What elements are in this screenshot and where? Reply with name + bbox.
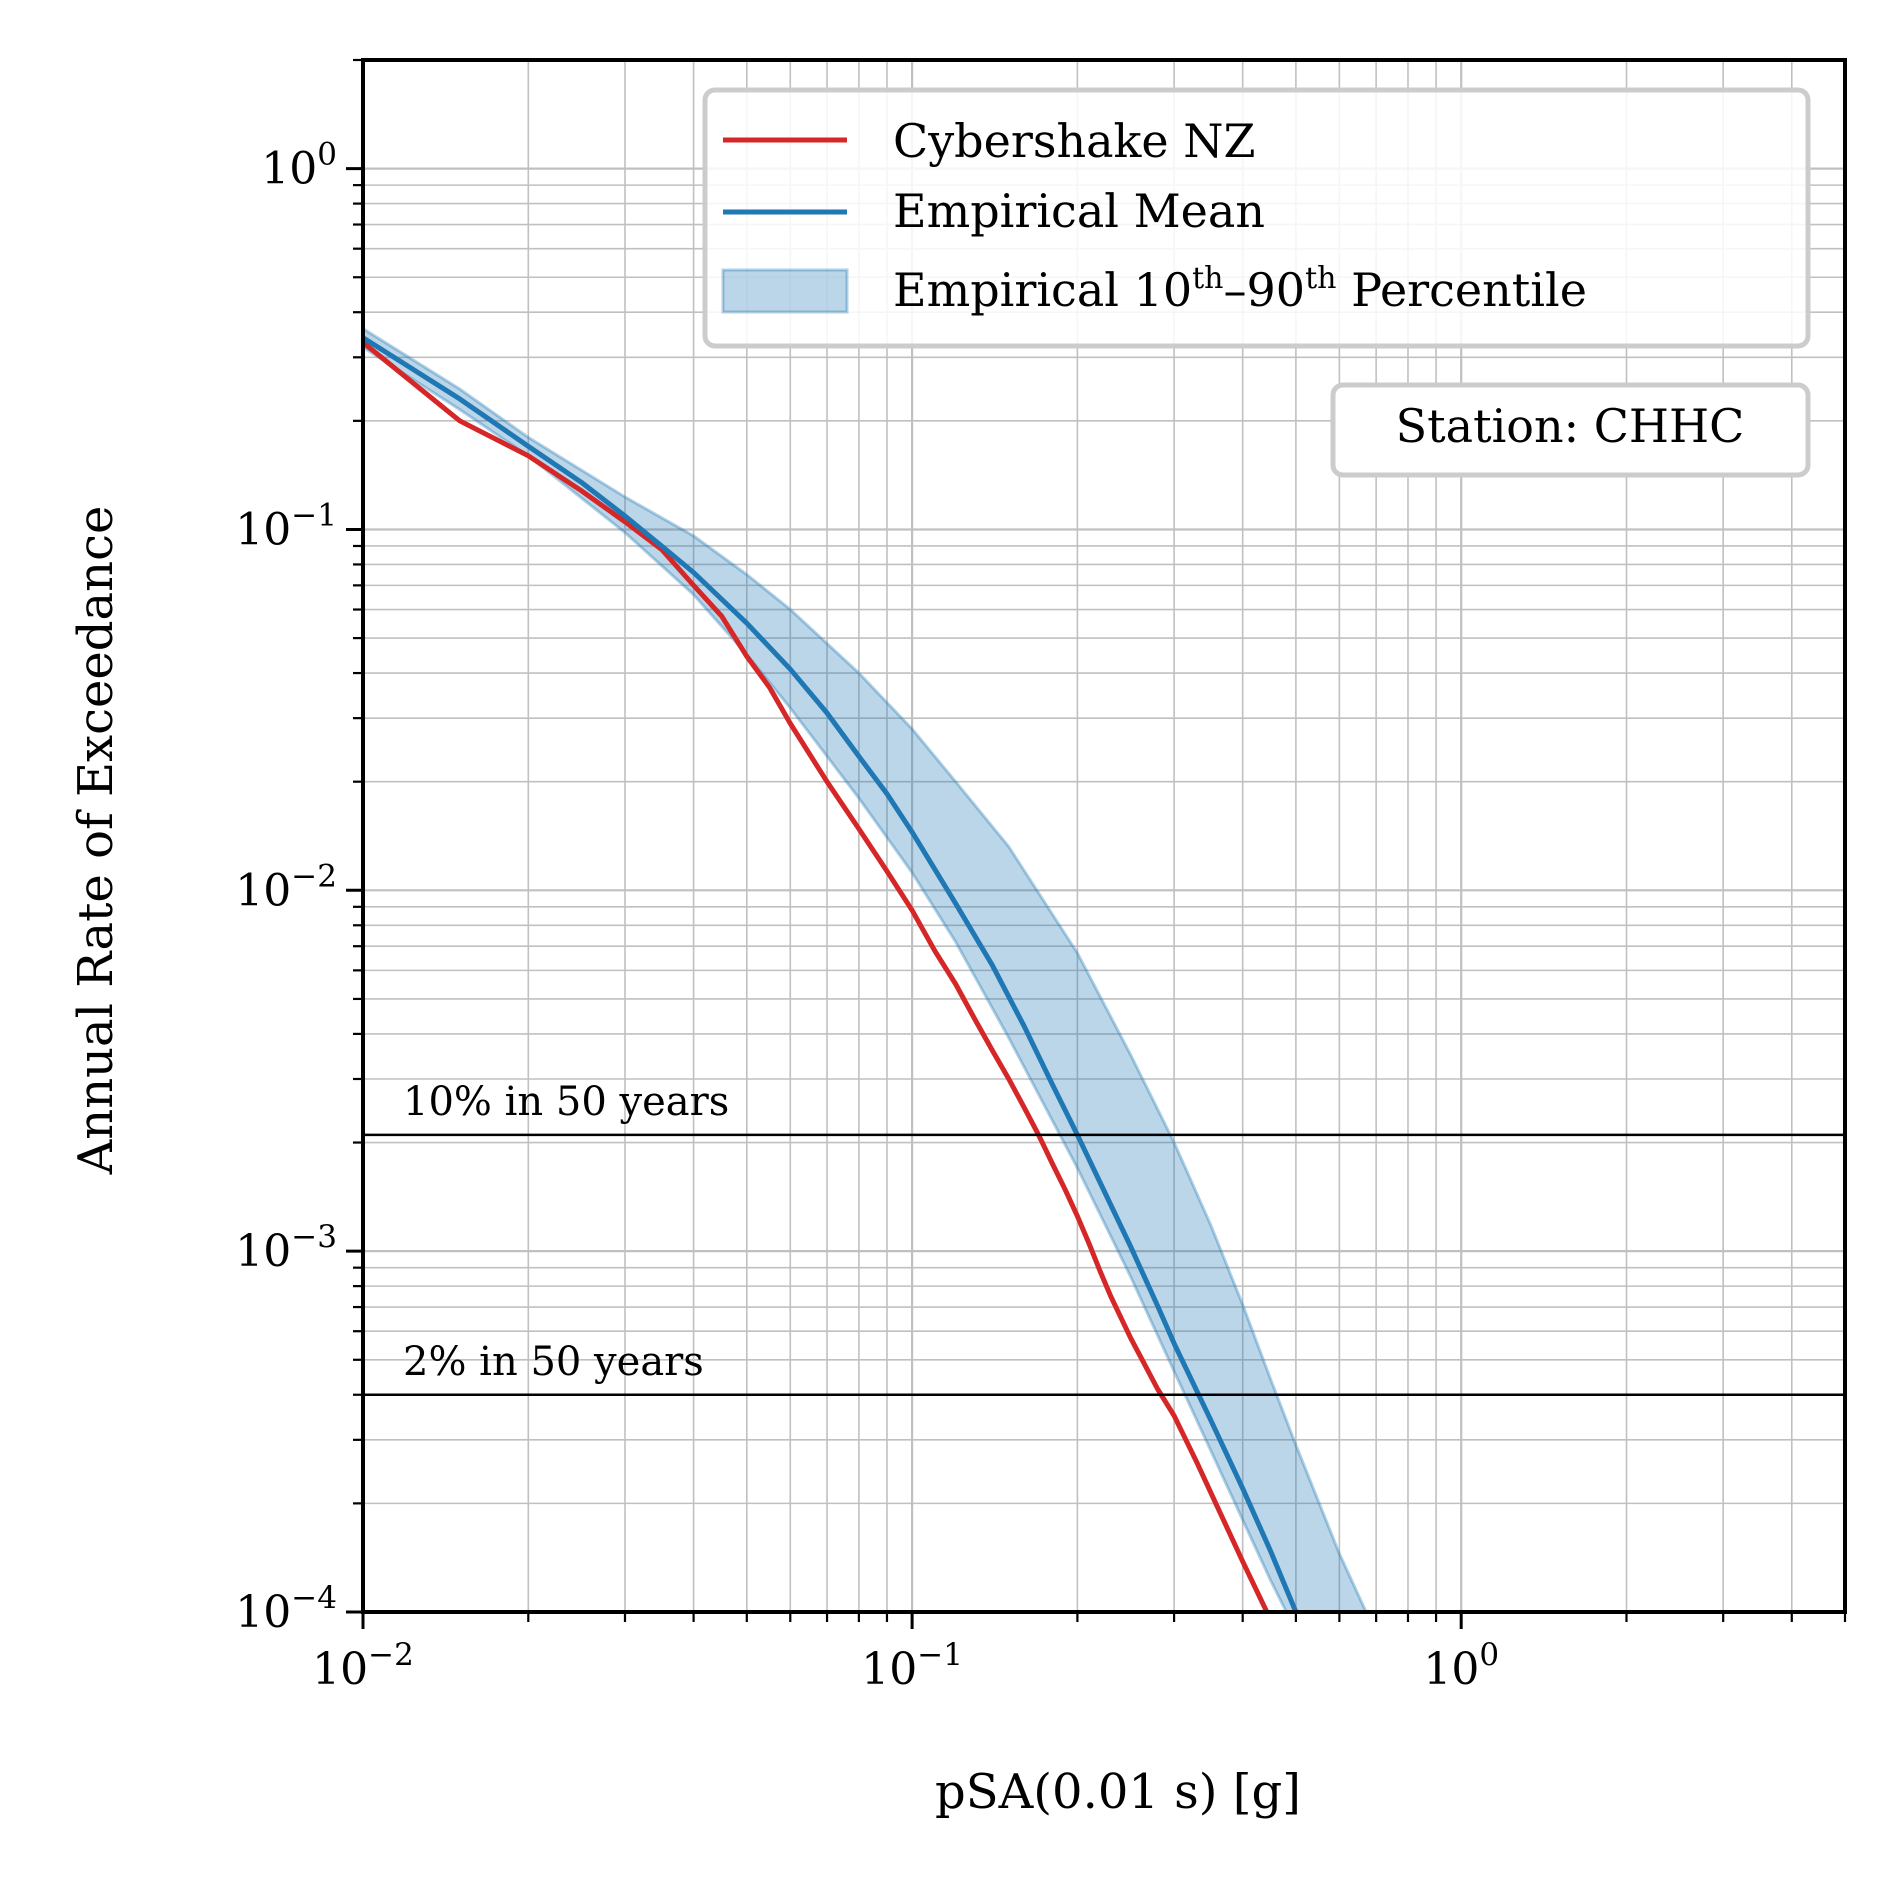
- legend-label-part-3: Percentile: [1336, 263, 1586, 317]
- plot-frame: [361, 58, 1847, 1614]
- x-axis-label: pSA(0.01 s) [g]: [935, 1764, 1301, 1820]
- legend-label-sup-1: th: [1192, 261, 1223, 296]
- x-tick-label-exponent: −1: [917, 1637, 963, 1673]
- reference-line-label: 10% in 50 years: [403, 1079, 729, 1125]
- legend-label-percentile-band: Empirical 10th–90th Percentile: [893, 261, 1587, 317]
- y-tick-label-exponent: −4: [291, 1580, 337, 1616]
- y-tick-label-exponent: −3: [291, 1219, 337, 1255]
- legend: Cybershake NZ Empirical Mean Empirical 1…: [702, 87, 1811, 349]
- legend-label-sup-2: th: [1305, 261, 1336, 296]
- empirical-mean-line: [363, 335, 1299, 1612]
- legend-label-part-2: –90: [1224, 263, 1306, 317]
- y-tick-label-base: 10: [235, 1587, 291, 1638]
- station-annotation: Station: CHHC: [1330, 382, 1811, 478]
- percentile-band-layer: [363, 326, 1368, 1612]
- cybershake-nz-line: [363, 340, 1270, 1612]
- x-tick-label: 10−1: [861, 1637, 963, 1695]
- y-tick-label: 10−3: [235, 1219, 337, 1277]
- station-annotation-text: Station: CHHC: [1396, 399, 1745, 453]
- reference-lines: 10% in 50 years 2% in 50 years: [363, 1079, 1845, 1397]
- legend-label-part-1: Empirical 10: [893, 263, 1192, 317]
- y-axis-label: Annual Rate of Exceedance: [68, 506, 124, 1176]
- reference-line-label: 2% in 50 years: [403, 1339, 704, 1385]
- y-tick-label-base: 10: [261, 144, 317, 195]
- x-tick-label-base: 10: [1423, 1644, 1479, 1695]
- y-tick-label-exponent: −2: [291, 858, 337, 894]
- y-tick-label-base: 10: [235, 504, 291, 555]
- y-tick-label: 10−1: [235, 497, 337, 555]
- y-tick-label: 10−2: [235, 858, 337, 916]
- x-tick-label-exponent: −2: [368, 1637, 414, 1673]
- y-tick-label-base: 10: [235, 865, 291, 916]
- y-tick-label-exponent: −1: [291, 497, 337, 533]
- y-tick-label-base: 10: [235, 1226, 291, 1277]
- y-tick-label-exponent: 0: [317, 137, 337, 173]
- legend-label-cybershake: Cybershake NZ: [893, 114, 1255, 168]
- y-tick-label: 10−4: [235, 1580, 337, 1638]
- y-tick-label: 100: [261, 137, 337, 195]
- station-annotation-frame: [1330, 382, 1811, 478]
- x-tick-label-base: 10: [861, 1644, 917, 1695]
- legend-label-empirical-mean: Empirical Mean: [893, 184, 1265, 238]
- legend-frame: [702, 87, 1811, 349]
- series-layer: [363, 335, 1299, 1612]
- x-tick-label-exponent: 0: [1479, 1637, 1499, 1673]
- x-tick-label: 100: [1423, 1637, 1499, 1695]
- percentile-band: [363, 326, 1368, 1612]
- x-tick-label: 10−2: [312, 1637, 414, 1695]
- legend-swatch-percentile-band: [721, 268, 849, 314]
- axes: [346, 58, 1847, 1629]
- x-tick-label-base: 10: [312, 1644, 368, 1695]
